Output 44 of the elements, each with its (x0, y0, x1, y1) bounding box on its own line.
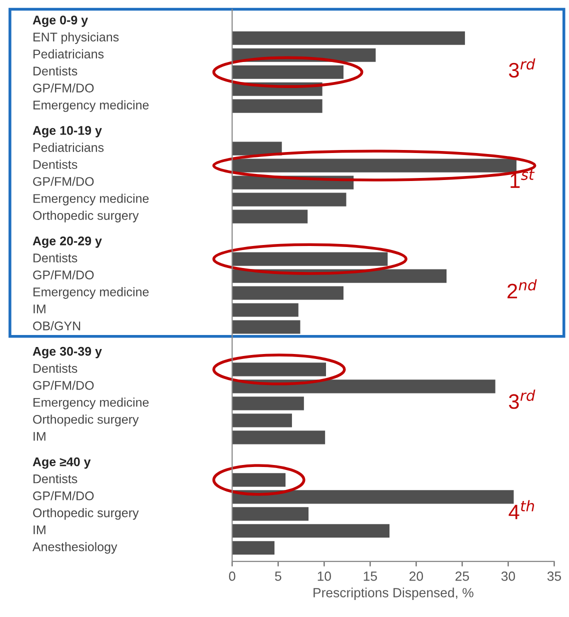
y-tick-label: GP/FM/DO (33, 380, 94, 390)
annotation: 3$^{rd}$ (508, 58, 536, 78)
y-tick-label: Age 20-29 y (32, 236, 102, 248)
y-tick-label: Pediatricians (34, 49, 104, 58)
x-tick-label: 15 (364, 572, 377, 581)
y-tick-label: Dentists (34, 66, 78, 76)
y-tick-label: Orthopedic surgery (33, 210, 139, 222)
y-tick-label: IM (34, 526, 46, 534)
y-tick-label: GP/FM/DO (33, 176, 94, 186)
y-tick-label: Orthopedic surgery (33, 508, 139, 520)
x-tick-label: 0 (229, 572, 236, 581)
x-tick-label: 5 (275, 572, 282, 581)
y-tick-label: Dentists (34, 474, 78, 484)
y-tick-label: Emergency medicine (34, 398, 149, 410)
y-tick-label: Age 30-39 y (32, 346, 102, 358)
y-tick-label: Age ≥40 y (32, 457, 91, 469)
y-tick-label: IM (34, 432, 46, 441)
y-tick-label: IM (34, 304, 46, 314)
x-tick-label: 10 (318, 572, 331, 581)
annotation: 2$^{nd}$ (508, 279, 537, 298)
y-tick-label: Emergency medicine (34, 194, 149, 206)
y-tick-label: Pediatricians (34, 142, 104, 152)
annotation: 1$^{st}$ (510, 170, 535, 188)
x-axis-title: Prescriptions Dispensed, % (314, 588, 474, 600)
y-tick-label: Emergency medicine (34, 100, 149, 112)
y-tick-label: Orthopedic surgery (33, 414, 139, 426)
y-tick-label: Age 0-9 y (32, 16, 88, 27)
x-tick-label: 20 (410, 572, 424, 581)
annotation: 3$^{rd}$ (508, 390, 536, 409)
y-tick-label: OB/GYN (33, 321, 80, 330)
y-tick-label: GP/FM/DO (33, 270, 94, 280)
y-tick-label: GP/FM/DO (33, 491, 94, 500)
x-tick-label: 30 (501, 572, 516, 581)
y-tick-label: Age 10-19 y (32, 126, 102, 138)
y-tick-label: Dentists (34, 253, 78, 262)
y-tick-label: ENT physicians (34, 32, 119, 44)
y-tick-label: Dentists (34, 160, 78, 169)
y-tick-label: Anesthesiology (32, 542, 118, 554)
x-tick-label: 25 (456, 572, 469, 581)
y-tick-label: GP/FM/DO (33, 83, 94, 92)
y-tick-label: Dentists (34, 364, 78, 373)
y-tick-label: Emergency medicine (34, 287, 149, 299)
x-tick-label: 35 (547, 572, 561, 581)
annotation: 4$^{th}$ (508, 500, 534, 520)
